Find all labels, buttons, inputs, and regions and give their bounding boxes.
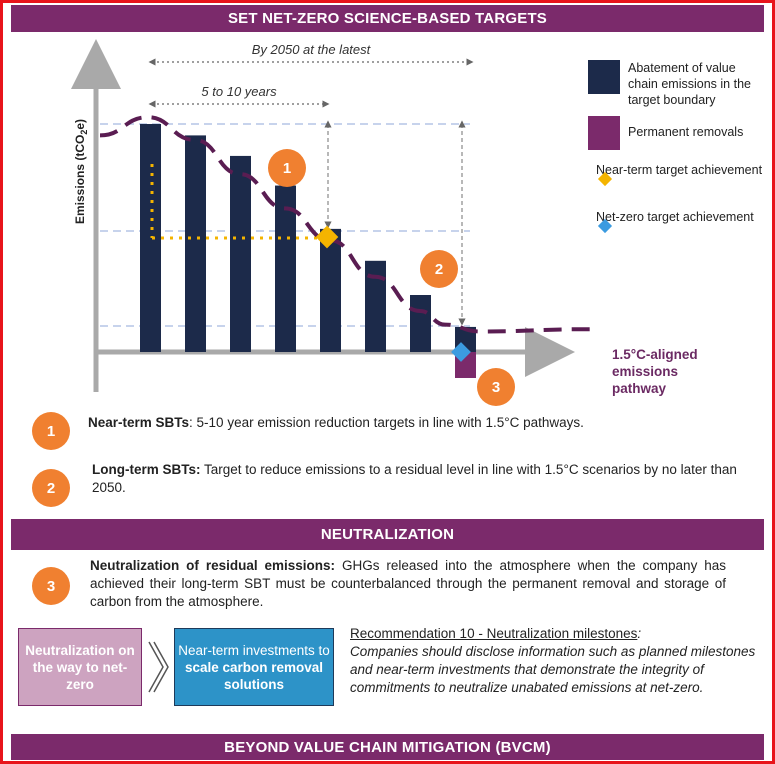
neutralization-on-the-way-box: Neutralization on the way to net-zero	[18, 628, 142, 706]
bars-layer	[140, 124, 476, 378]
section-header-bvcm: BEYOND VALUE CHAIN MITIGATION (BVCM)	[11, 734, 764, 760]
legend-net-zero-label: Net-zero target achievement	[596, 210, 754, 224]
neutralization-note: Neutralization of residual emissions: GH…	[90, 557, 726, 611]
neutralization-note-title: Neutralization of residual emissions:	[90, 558, 336, 573]
badge-1-chart: 1	[268, 149, 306, 187]
legend-net-zero: Net-zero target achievement	[596, 209, 766, 234]
near-term-note-text: : 5-10 year emission reduction targets i…	[189, 415, 584, 430]
section-header-neutralization: NEUTRALIZATION	[11, 519, 764, 550]
net-zero-target-marker	[451, 342, 471, 362]
long-term-note-title: Long-term SBTs:	[92, 462, 201, 477]
legend-near-term: Near-term target achievement	[596, 162, 766, 187]
span-2050-label: By 2050 at the latest	[252, 42, 372, 57]
y-axis-label: Emissions (tCO2e)	[73, 119, 89, 224]
near-term-note: Near-term SBTs: 5-10 year emission reduc…	[88, 414, 758, 432]
legend-near-term-label: Near-term target achievement	[596, 163, 763, 177]
abatement-bar	[230, 155, 251, 352]
badge-3-note: 3	[32, 567, 70, 605]
abatement-bar	[320, 228, 341, 352]
removals-swatch	[588, 116, 620, 150]
net-zero-diamond-icon	[597, 218, 613, 234]
long-term-note-text: Target to reduce emissions to a residual…	[92, 462, 737, 495]
chart-svg: Emissions (tCO2e) By 2050 at the latest …	[71, 39, 591, 392]
span-5-10-label: 5 to 10 years	[201, 84, 277, 99]
chevron-right-icon	[148, 641, 169, 693]
badge-3-chart: 3	[477, 368, 515, 406]
abatement-bar	[185, 135, 206, 352]
near-term-diamond-icon	[597, 171, 613, 187]
pathway-label: 1.5°C-aligned emissions pathway	[612, 347, 698, 396]
recommendation-body: Companies should disclose information su…	[350, 644, 756, 695]
abatement-bar	[410, 295, 431, 352]
recommendation-colon: :	[637, 626, 642, 641]
emissions-chart: Emissions (tCO2e) By 2050 at the latest …	[0, 32, 775, 406]
near-term-note-title: Near-term SBTs	[88, 415, 190, 430]
long-term-note: Long-term SBTs: Target to reduce emissio…	[92, 461, 742, 497]
legend-abatement: Abatement of value chain emissions in th…	[588, 60, 766, 108]
emissions-pathway-line	[99, 115, 591, 334]
section-header-sbt: SET NET-ZERO SCIENCE-BASED TARGETS	[11, 5, 764, 32]
abatement-swatch	[588, 60, 620, 94]
near-term-investments-line1: Near-term investments to	[178, 642, 330, 658]
recommendation-10: Recommendation 10 - Neutralization miles…	[350, 625, 760, 697]
recommendation-title: Recommendation 10 - Neutralization miles…	[350, 626, 638, 641]
badge-2-chart: 2	[420, 250, 458, 288]
legend-abatement-label: Abatement of value chain emissions in th…	[628, 61, 751, 107]
abatement-bar	[365, 260, 386, 352]
badge-2-note: 2	[32, 469, 70, 507]
badge-1-note: 1	[32, 412, 70, 450]
legend-removals-label: Permanent removals	[628, 125, 744, 139]
near-term-investments-box: Near-term investments to scale carbon re…	[174, 628, 334, 706]
abatement-bar	[275, 185, 296, 352]
legend-removals: Permanent removals	[588, 116, 766, 150]
near-term-investments-line2: scale carbon removal solutions	[184, 659, 324, 692]
neutralization-note-text: GHGs released into the atmosphere when t…	[90, 558, 727, 609]
